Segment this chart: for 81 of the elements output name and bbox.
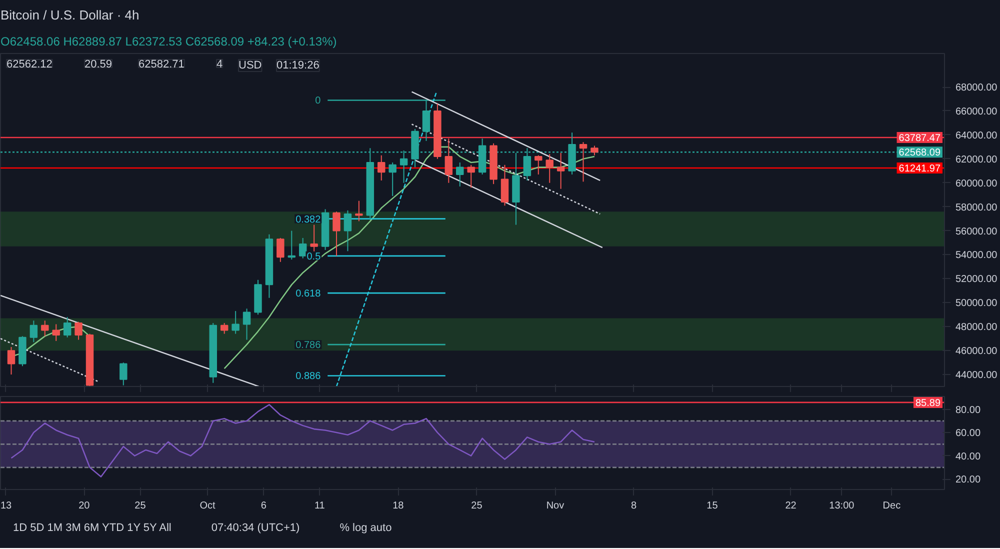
x-tick-label: 25: [134, 500, 146, 512]
candlestick: [467, 164, 475, 188]
y-tick-label: 64000.00: [956, 130, 998, 142]
line-series: [10, 404, 596, 478]
x-tick-label: 6: [260, 500, 267, 512]
x-tick-label: 20: [78, 500, 90, 512]
x-tick-label: Nov: [546, 500, 564, 512]
candlestick: [298, 237, 307, 259]
x-tick-label: 11: [314, 500, 326, 512]
candlestick: [378, 154, 386, 181]
candlestick: [344, 210, 352, 252]
candlestick: [120, 362, 128, 386]
candlestick: [590, 145, 598, 156]
candlestick: [579, 142, 588, 182]
y-tick-label: 44000.00: [956, 370, 998, 382]
series-label: 0.886: [296, 371, 322, 382]
x-tick-label: 18: [392, 500, 404, 512]
candlestick: [534, 154, 542, 175]
text: % log auto: [340, 522, 392, 534]
candlestick: [500, 164, 509, 206]
candlestick: [332, 211, 340, 256]
y-tick-label: 54000.00: [956, 250, 998, 262]
y-tick-label: 56000.00: [956, 226, 998, 238]
x-tick-label: Oct: [200, 500, 216, 512]
x-tick-label: 25: [471, 500, 483, 512]
candlestick: [232, 310, 240, 334]
ref-line-label: 63787.47: [898, 133, 941, 144]
ref-line-label: 85.89: [915, 398, 941, 409]
x-tick-label: 8: [630, 500, 637, 512]
series-label: 0.786: [296, 340, 322, 352]
candlestick: [288, 230, 296, 260]
series-label: 0.618: [296, 288, 322, 300]
y-tick-label: 80.00: [956, 404, 981, 416]
annotation: 62582.71: [138, 58, 184, 70]
candlestick: [242, 308, 251, 340]
y-tick-label: 20.00: [956, 474, 981, 486]
x-tick-label: Dec: [882, 500, 901, 512]
ref-line-label: 61241.97: [898, 163, 941, 174]
candlestick: [388, 162, 396, 197]
x-tick-label: 13:00: [829, 500, 855, 512]
candlestick: [52, 324, 60, 342]
y-tick-label: 52000.00: [956, 274, 998, 286]
x-tick-label: 13: [0, 500, 12, 512]
y-tick-label: 60.00: [956, 428, 981, 440]
y-tick-label: 46000.00: [956, 346, 998, 358]
y-tick-label: 66000.00: [956, 106, 998, 118]
candlestick: [41, 320, 49, 337]
annotation: 62562.12: [6, 58, 52, 70]
y-tick-label: 62000.00: [956, 154, 998, 166]
series-label: 0.382: [296, 214, 322, 226]
candlestick: [355, 200, 363, 222]
candlestick: [74, 321, 82, 340]
ref-line-label: 62568.09: [898, 148, 941, 159]
candlestick: [63, 316, 72, 338]
candlestick: [7, 346, 16, 376]
x-tick-label: 22: [785, 500, 797, 512]
annotation: 4: [216, 58, 223, 70]
y-tick-label: 60000.00: [956, 178, 998, 190]
candlestick: [546, 154, 554, 184]
annotation: 01:19:26: [276, 60, 320, 72]
chart-title: Bitcoin / U.S. Dollar · 4h: [0, 8, 140, 22]
candlestick: [310, 224, 318, 254]
candlestick: [276, 237, 284, 262]
candlestick: [456, 162, 464, 187]
candlestick: [30, 320, 38, 343]
text: 07:40:34 (UTC+1): [211, 522, 300, 534]
y-tick-label: 48000.00: [956, 322, 998, 334]
series-label: 0.5: [306, 251, 322, 262]
text: 1D 5D 1M 3M 6M YTD 1Y 5Y All: [13, 522, 172, 534]
candlestick: [556, 152, 565, 190]
annotation: USD: [238, 60, 262, 72]
candlestick: [220, 322, 228, 334]
y-tick-label: 50000.00: [956, 298, 998, 310]
y-tick-label: 68000.00: [956, 82, 998, 94]
series-label: 0: [315, 96, 322, 107]
chart-subtitle: O62458.06 H62889.87 L62372.53 C62568.09 +84.23 (+0.13%): [0, 34, 337, 48]
annotation: 20.59: [84, 58, 112, 70]
x-tick-label: 15: [706, 500, 718, 512]
y-tick-label: 40.00: [956, 451, 981, 462]
candlestick: [444, 138, 453, 184]
y-tick-label: 58000.00: [956, 202, 998, 214]
